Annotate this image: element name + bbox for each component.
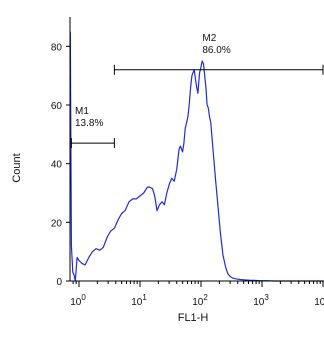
histogram-series: [70, 31, 323, 282]
x-tick-label: 102: [192, 293, 208, 308]
y-tick-label: 80: [51, 42, 63, 53]
x-axis-label: FL1-H: [178, 312, 209, 324]
y-tick-label: 20: [51, 218, 63, 229]
axes: 0 20 40 60 80 100 101 102 103 104: [51, 17, 324, 308]
y-axis-label: Count: [11, 153, 23, 182]
y-tick-label: 40: [51, 160, 63, 171]
x-tick-label: 100: [70, 293, 86, 308]
x-tick-label: 104: [314, 293, 324, 308]
x-tick-label: 101: [131, 293, 147, 308]
x-tick-label: 103: [253, 293, 269, 308]
marker-m1-label: M1: [75, 106, 89, 117]
y-tick-label: 0: [56, 277, 62, 288]
marker-m2-percent: 86.0%: [202, 45, 230, 56]
marker-m2-label: M2: [202, 33, 216, 44]
y-tick-label: 60: [51, 101, 63, 112]
marker-m1-percent: 13.8%: [75, 118, 103, 129]
